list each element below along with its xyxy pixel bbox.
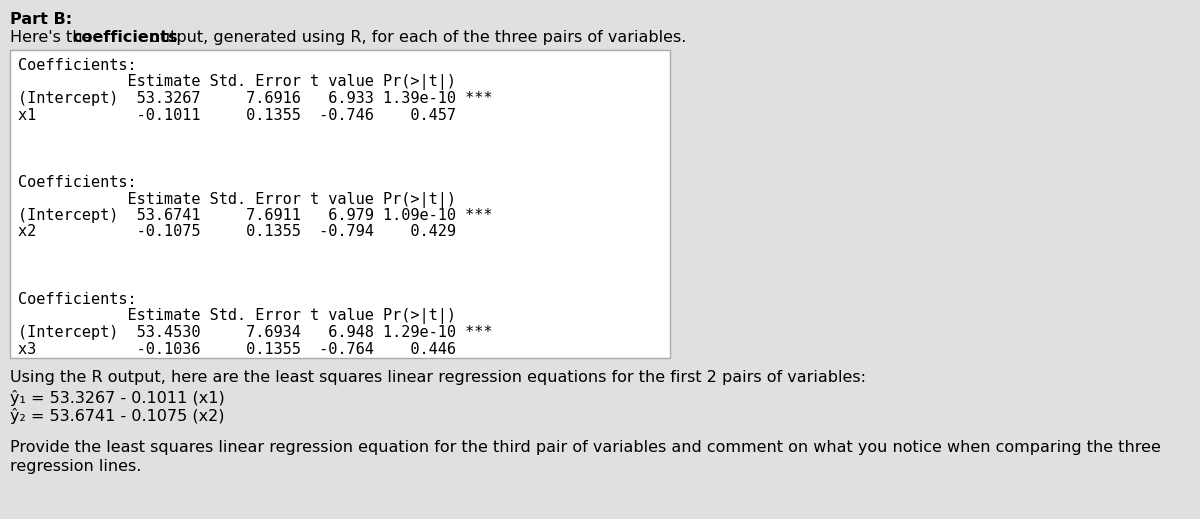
- Text: (Intercept)  53.3267     7.6916   6.933 1.39e-10 ***: (Intercept) 53.3267 7.6916 6.933 1.39e-1…: [18, 91, 492, 106]
- Text: coefficients: coefficients: [72, 30, 178, 45]
- Text: (Intercept)  53.4530     7.6934   6.948 1.29e-10 ***: (Intercept) 53.4530 7.6934 6.948 1.29e-1…: [18, 325, 492, 340]
- Text: Estimate Std. Error t value Pr(>|t|): Estimate Std. Error t value Pr(>|t|): [18, 192, 456, 208]
- Text: (Intercept)  53.6741     7.6911   6.979 1.09e-10 ***: (Intercept) 53.6741 7.6911 6.979 1.09e-1…: [18, 208, 492, 223]
- FancyBboxPatch shape: [10, 50, 670, 358]
- Text: ŷ₁ = 53.3267 - 0.1011 (x1): ŷ₁ = 53.3267 - 0.1011 (x1): [10, 390, 224, 406]
- Text: Estimate Std. Error t value Pr(>|t|): Estimate Std. Error t value Pr(>|t|): [18, 75, 456, 90]
- Text: Estimate Std. Error t value Pr(>|t|): Estimate Std. Error t value Pr(>|t|): [18, 308, 456, 324]
- Text: Coefficients:: Coefficients:: [18, 292, 137, 307]
- Text: x2           -0.1075     0.1355  -0.794    0.429: x2 -0.1075 0.1355 -0.794 0.429: [18, 225, 456, 239]
- Text: ŷ₂ = 53.6741 - 0.1075 (x2): ŷ₂ = 53.6741 - 0.1075 (x2): [10, 408, 224, 424]
- Text: Part B:: Part B:: [10, 12, 72, 27]
- Text: Provide the least squares linear regression equation for the third pair of varia: Provide the least squares linear regress…: [10, 440, 1160, 455]
- Text: x1           -0.1011     0.1355  -0.746    0.457: x1 -0.1011 0.1355 -0.746 0.457: [18, 107, 456, 122]
- Text: Here's the: Here's the: [10, 30, 97, 45]
- Text: output, generated using R, for each of the three pairs of variables.: output, generated using R, for each of t…: [145, 30, 686, 45]
- Text: Using the R output, here are the least squares linear regression equations for t: Using the R output, here are the least s…: [10, 370, 866, 385]
- Text: x3           -0.1036     0.1355  -0.764    0.446: x3 -0.1036 0.1355 -0.764 0.446: [18, 342, 456, 357]
- Text: Coefficients:: Coefficients:: [18, 58, 137, 73]
- Text: regression lines.: regression lines.: [10, 459, 142, 474]
- Text: Coefficients:: Coefficients:: [18, 175, 137, 190]
